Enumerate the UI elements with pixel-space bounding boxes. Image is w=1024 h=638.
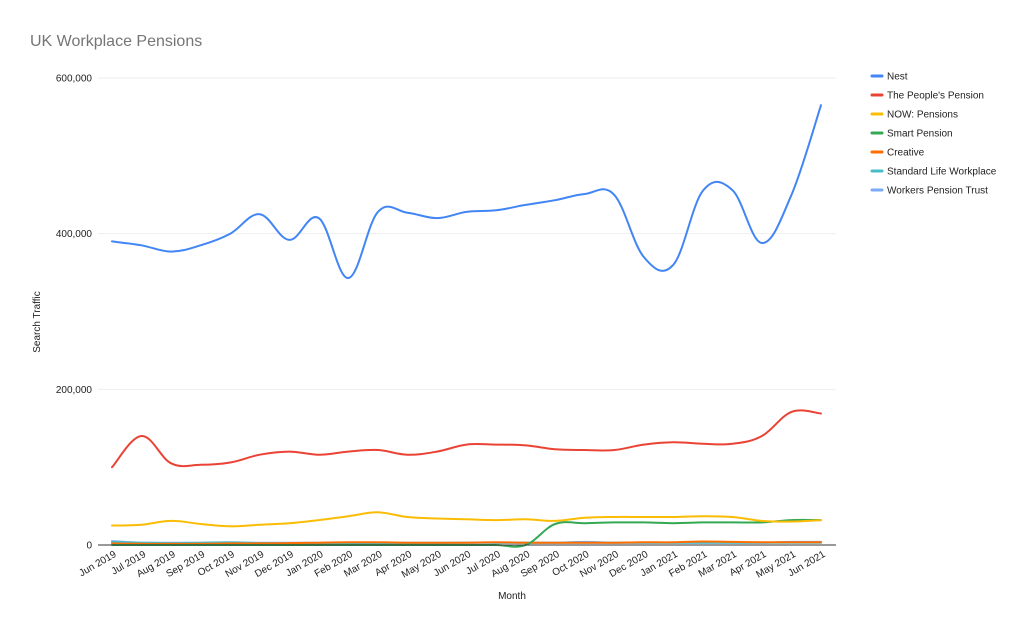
legend: Nest The People's Pension NOW: Pensions Sma… [870, 72, 997, 197]
y-tick-label: 600,000 [56, 74, 93, 85]
legend-item-the-people-s-pension: The People's Pension [887, 91, 984, 102]
series-line-creative [111, 540, 822, 545]
series-lines [111, 104, 822, 548]
y-tick-label: 0 [86, 541, 92, 552]
legend-item-smart-pension: Smart Pension [887, 129, 953, 140]
x-axis-label: Month [498, 591, 526, 602]
legend-item-creative: Creative [887, 148, 925, 159]
series-line-now-pensions [111, 511, 822, 528]
legend-item-standard-life-workplace: Standard Life Workplace [887, 167, 997, 178]
legend-item-now-pensions: NOW: Pensions [887, 110, 958, 121]
y-axis-ticks: 0 200,000 400,000 600,000 [56, 74, 93, 552]
chart-title: UK Workplace Pensions [30, 33, 202, 50]
y-tick-label: 400,000 [56, 229, 93, 240]
y-tick-label: 200,000 [56, 385, 93, 396]
legend-item-nest: Nest [887, 72, 908, 83]
series-line-nest [111, 104, 822, 279]
legend-item-workers-pension-trust: Workers Pension Trust [887, 186, 988, 197]
gridlines [98, 77, 836, 390]
y-axis-label: Search Traffic [32, 291, 43, 353]
series-line-the-people-s-pension [111, 409, 822, 469]
